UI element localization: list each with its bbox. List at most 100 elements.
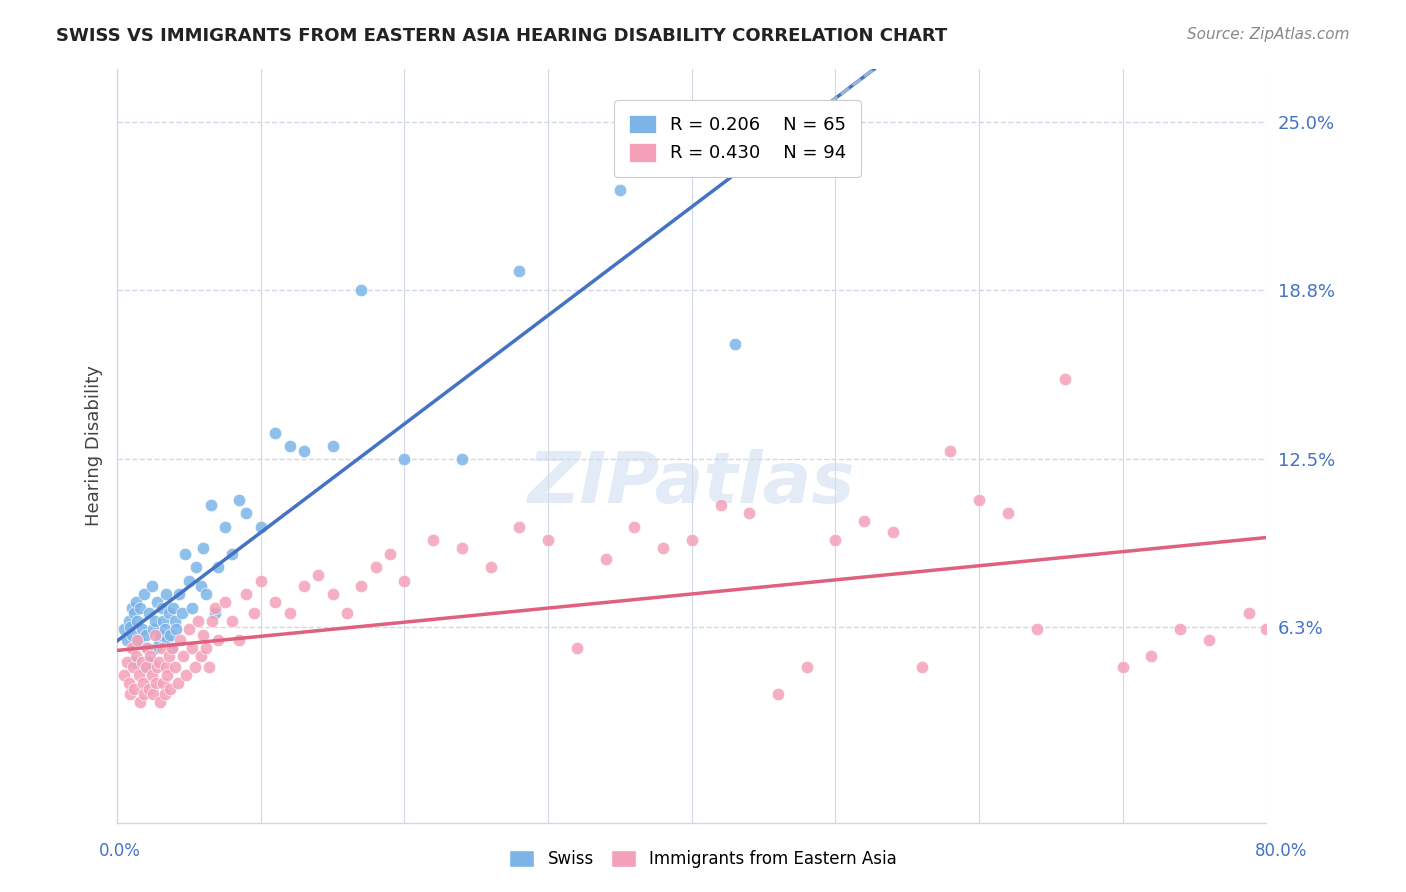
Immigrants from Eastern Asia: [681, 533, 703, 548]
Immigrants from Eastern Asia: [623, 520, 645, 534]
Immigrants from Eastern Asia: [129, 695, 152, 709]
Swiss: [120, 620, 142, 634]
Immigrants from Eastern Asia: [1237, 606, 1260, 620]
Immigrants from Eastern Asia: [235, 587, 257, 601]
Immigrants from Eastern Asia: [336, 606, 359, 620]
Immigrants from Eastern Asia: [278, 606, 301, 620]
Swiss: [118, 614, 141, 628]
Immigrants from Eastern Asia: [595, 552, 617, 566]
Immigrants from Eastern Asia: [124, 681, 146, 696]
Immigrants from Eastern Asia: [1140, 649, 1163, 664]
Swiss: [292, 444, 315, 458]
Swiss: [152, 614, 174, 628]
Immigrants from Eastern Asia: [163, 660, 186, 674]
Immigrants from Eastern Asia: [1168, 623, 1191, 637]
Immigrants from Eastern Asia: [967, 492, 990, 507]
Immigrants from Eastern Asia: [180, 641, 202, 656]
Swiss: [235, 507, 257, 521]
Swiss: [195, 587, 218, 601]
Immigrants from Eastern Asia: [824, 533, 846, 548]
Swiss: [121, 628, 143, 642]
Swiss: [278, 439, 301, 453]
Immigrants from Eastern Asia: [853, 515, 876, 529]
Immigrants from Eastern Asia: [155, 660, 177, 674]
Swiss: [165, 623, 187, 637]
Swiss: [609, 183, 631, 197]
Swiss: [127, 614, 149, 628]
Immigrants from Eastern Asia: [184, 660, 207, 674]
Immigrants from Eastern Asia: [508, 520, 530, 534]
Immigrants from Eastern Asia: [738, 507, 761, 521]
Immigrants from Eastern Asia: [1256, 623, 1278, 637]
Immigrants from Eastern Asia: [911, 660, 934, 674]
Immigrants from Eastern Asia: [142, 687, 165, 701]
Immigrants from Eastern Asia: [156, 668, 179, 682]
Swiss: [207, 560, 229, 574]
Swiss: [117, 633, 139, 648]
Immigrants from Eastern Asia: [141, 668, 163, 682]
Immigrants from Eastern Asia: [201, 614, 224, 628]
Text: Source: ZipAtlas.com: Source: ZipAtlas.com: [1187, 27, 1350, 42]
Swiss: [129, 600, 152, 615]
Swiss: [322, 439, 344, 453]
Immigrants from Eastern Asia: [364, 560, 387, 574]
Immigrants from Eastern Asia: [148, 655, 170, 669]
Immigrants from Eastern Asia: [221, 614, 243, 628]
Swiss: [724, 336, 747, 351]
Immigrants from Eastern Asia: [132, 676, 155, 690]
Immigrants from Eastern Asia: [378, 547, 401, 561]
Immigrants from Eastern Asia: [112, 668, 135, 682]
Swiss: [350, 283, 373, 297]
Swiss: [153, 623, 176, 637]
Swiss: [112, 623, 135, 637]
Immigrants from Eastern Asia: [204, 600, 226, 615]
Swiss: [148, 633, 170, 648]
Immigrants from Eastern Asia: [166, 676, 188, 690]
Swiss: [162, 600, 184, 615]
Immigrants from Eastern Asia: [195, 641, 218, 656]
Swiss: [221, 547, 243, 561]
Immigrants from Eastern Asia: [172, 649, 194, 664]
Immigrants from Eastern Asia: [145, 676, 167, 690]
Immigrants from Eastern Asia: [157, 649, 180, 664]
Immigrants from Eastern Asia: [135, 660, 157, 674]
Immigrants from Eastern Asia: [138, 681, 160, 696]
Swiss: [264, 425, 287, 440]
Immigrants from Eastern Asia: [207, 633, 229, 648]
Swiss: [190, 579, 212, 593]
Immigrants from Eastern Asia: [139, 649, 162, 664]
Swiss: [159, 628, 181, 642]
Immigrants from Eastern Asia: [1112, 660, 1135, 674]
Immigrants from Eastern Asia: [143, 628, 166, 642]
Immigrants from Eastern Asia: [1054, 371, 1077, 385]
Immigrants from Eastern Asia: [187, 614, 209, 628]
Y-axis label: Hearing Disability: Hearing Disability: [86, 366, 103, 526]
Immigrants from Eastern Asia: [997, 507, 1019, 521]
Immigrants from Eastern Asia: [174, 668, 197, 682]
Immigrants from Eastern Asia: [125, 649, 148, 664]
Swiss: [134, 587, 156, 601]
Swiss: [193, 541, 215, 556]
Immigrants from Eastern Asia: [1198, 633, 1220, 648]
Immigrants from Eastern Asia: [131, 655, 153, 669]
Swiss: [124, 655, 146, 669]
Immigrants from Eastern Asia: [193, 628, 215, 642]
Swiss: [124, 606, 146, 620]
Immigrants from Eastern Asia: [122, 660, 145, 674]
Immigrants from Eastern Asia: [350, 579, 373, 593]
Swiss: [204, 606, 226, 620]
Immigrants from Eastern Asia: [149, 695, 172, 709]
Legend: Swiss, Immigrants from Eastern Asia: Swiss, Immigrants from Eastern Asia: [503, 843, 903, 875]
Swiss: [451, 452, 474, 467]
Swiss: [143, 614, 166, 628]
Swiss: [136, 641, 159, 656]
Legend: R = 0.206    N = 65, R = 0.430    N = 94: R = 0.206 N = 65, R = 0.430 N = 94: [614, 100, 860, 177]
Swiss: [121, 600, 143, 615]
Swiss: [131, 623, 153, 637]
Swiss: [170, 606, 193, 620]
Text: ZIPatlas: ZIPatlas: [529, 450, 855, 518]
Immigrants from Eastern Asia: [307, 568, 329, 582]
Immigrants from Eastern Asia: [939, 444, 962, 458]
Text: 0.0%: 0.0%: [98, 842, 141, 860]
Swiss: [186, 560, 208, 574]
